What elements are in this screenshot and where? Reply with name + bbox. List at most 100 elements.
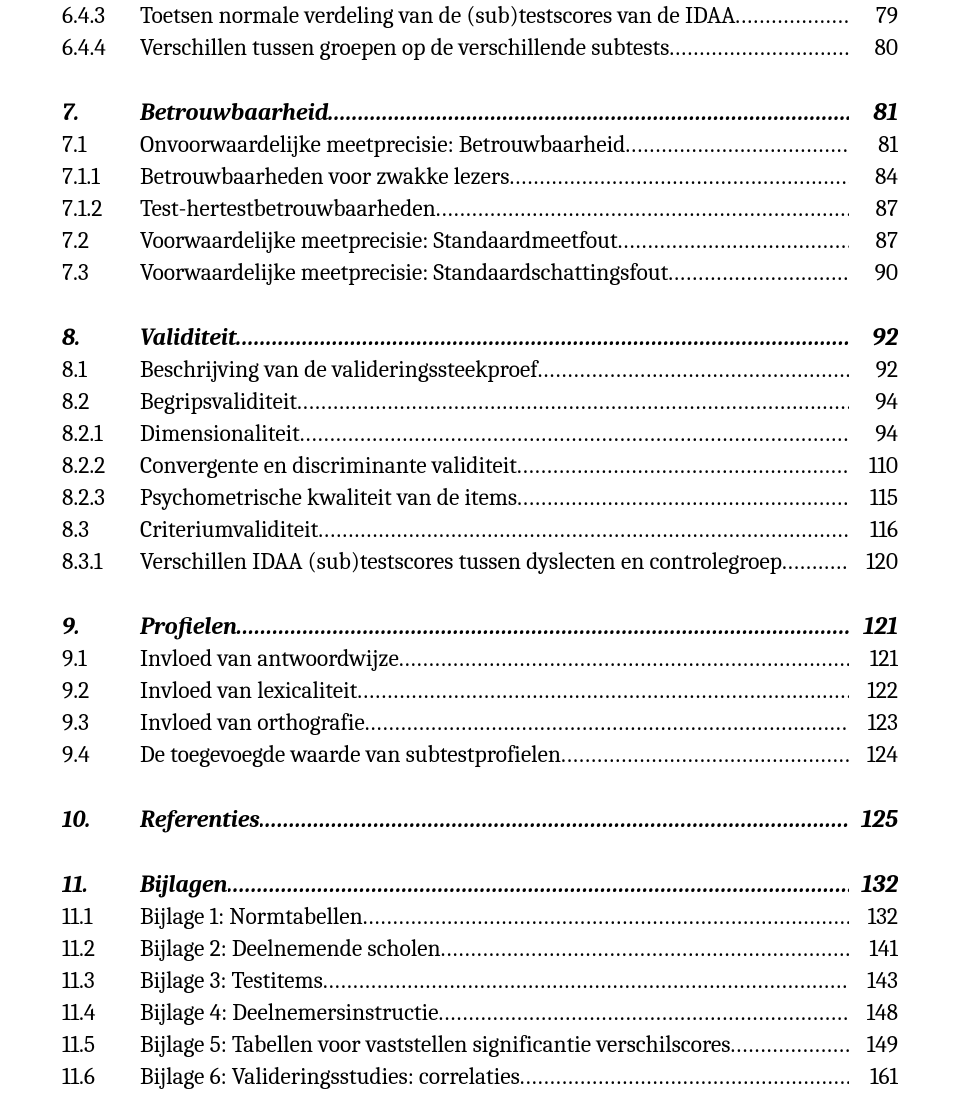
toc-spacer xyxy=(62,836,898,868)
toc-title: Psychometrische kwaliteit van de items xyxy=(140,482,517,514)
toc-title: Beschrijving van de valideringssteekproe… xyxy=(140,354,538,386)
toc-title: Convergente en discriminante validiteit xyxy=(140,450,517,482)
toc-page-number: 121 xyxy=(849,643,898,675)
toc-row: 7.2Voorwaardelijke meetprecisie: Standaa… xyxy=(62,225,898,257)
toc-page-number: 141 xyxy=(849,933,898,965)
toc-leader-dots xyxy=(260,803,849,835)
toc-number: 11.5 xyxy=(62,1029,140,1061)
toc-leader-dots xyxy=(517,450,849,482)
toc-number: 8.2.3 xyxy=(62,482,140,514)
toc-row: 7.1.2Test-hertestbetrouwbaarheden 87 xyxy=(62,193,898,225)
toc-heading-row: 10.Referenties125 xyxy=(62,803,898,836)
toc-leader-dots xyxy=(436,193,849,225)
toc-title: Betrouwbaarheden voor zwakke lezers xyxy=(140,161,509,193)
toc-spacer xyxy=(62,578,898,610)
toc-title: Invloed van lexicaliteit xyxy=(140,675,357,707)
toc-page-number: 148 xyxy=(849,997,898,1029)
toc-spacer xyxy=(62,64,898,96)
toc-number: 11.4 xyxy=(62,997,140,1029)
toc-title: Bijlage 2: Deelnemende scholen xyxy=(140,933,441,965)
toc-row: 8.2.3Psychometrische kwaliteit van de it… xyxy=(62,482,898,514)
toc-leader-dots xyxy=(439,997,849,1029)
toc-page-number: 81 xyxy=(849,129,898,161)
toc-page-number: 79 xyxy=(849,0,898,32)
toc-page-number: 132 xyxy=(849,869,898,901)
toc-leader-dots xyxy=(441,933,849,965)
toc-title: Begripsvaliditeit xyxy=(140,386,297,418)
toc-leader-dots xyxy=(228,868,849,900)
toc-leader-dots xyxy=(625,129,849,161)
toc-page-number: 87 xyxy=(849,193,898,225)
toc-title: Onvoorwaardelijke meetprecisie: Betrouwb… xyxy=(140,129,625,161)
toc-leader-dots xyxy=(561,739,849,771)
toc-title: Bijlage 1: Normtabellen xyxy=(140,901,363,933)
toc-row: 7.1Onvoorwaardelijke meetprecisie: Betro… xyxy=(62,129,898,161)
toc-leader-dots xyxy=(520,1061,849,1093)
toc-title: Bijlage 5: Tabellen voor vaststellen sig… xyxy=(140,1029,730,1061)
toc-leader-dots xyxy=(618,225,849,257)
toc-number: 8.2.1 xyxy=(62,418,140,450)
toc-page-number: 161 xyxy=(849,1061,898,1093)
toc-heading-row: 8.Validiteit92 xyxy=(62,321,898,354)
toc-title: Test-hertestbetrouwbaarheden xyxy=(140,193,436,225)
toc-page-number: 116 xyxy=(849,514,898,546)
toc-heading-row: 7.Betrouwbaarheid81 xyxy=(62,96,898,129)
toc-row: 7.1.1Betrouwbaarheden voor zwakke lezers… xyxy=(62,161,898,193)
toc-row: 11.4Bijlage 4: Deelnemersinstructie148 xyxy=(62,997,898,1029)
toc-page-number: 84 xyxy=(849,161,898,193)
toc-leader-dots xyxy=(517,482,849,514)
toc-number: 7.1.1 xyxy=(62,161,140,193)
toc-number: 11.2 xyxy=(62,933,140,965)
toc-title: Bijlagen xyxy=(140,868,228,900)
toc-title: Dimensionaliteit xyxy=(140,418,300,450)
toc-row: 11.6Bijlage 6: Valideringsstudies: corre… xyxy=(62,1061,898,1093)
toc-number: 8.2 xyxy=(62,386,140,418)
toc-number: 7.2 xyxy=(62,225,140,257)
toc-leader-dots xyxy=(363,901,849,933)
toc-leader-dots xyxy=(300,418,849,450)
toc-row: 8.2.2Convergente en discriminante validi… xyxy=(62,450,898,482)
toc-row: 8.3.1Verschillen IDAA (sub)testscores tu… xyxy=(62,546,898,578)
toc-leader-dots xyxy=(730,1029,849,1061)
toc-page-number: 81 xyxy=(849,97,898,129)
toc-number: 9.4 xyxy=(62,739,140,771)
toc-heading-row: 11.Bijlagen 132 xyxy=(62,868,898,901)
toc-number: 11. xyxy=(62,868,140,900)
toc-number: 7. xyxy=(62,96,140,128)
toc-title: Voorwaardelijke meetprecisie: Standaards… xyxy=(140,257,668,289)
toc-number: 8.3.1 xyxy=(62,546,140,578)
toc-title: Referenties xyxy=(140,803,260,835)
toc-row: 8.2.1Dimensionaliteit 94 xyxy=(62,418,898,450)
toc-leader-dots xyxy=(328,96,849,128)
toc-row: 11.1Bijlage 1: Normtabellen132 xyxy=(62,901,898,933)
toc-number: 7.1.2 xyxy=(62,193,140,225)
toc-row: 9.1Invloed van antwoordwijze 121 xyxy=(62,643,898,675)
toc-page: 6.4.3Toetsen normale verdeling van de (s… xyxy=(0,0,960,1117)
toc-number: 6.4.4 xyxy=(62,32,140,64)
toc-title: De toegevoegde waarde van subtestprofiel… xyxy=(140,739,561,771)
toc-row: 11.5Bijlage 5: Tabellen voor vaststellen… xyxy=(62,1029,898,1061)
toc-page-number: 80 xyxy=(849,32,898,64)
toc-row: 9.4De toegevoegde waarde van subtestprof… xyxy=(62,739,898,771)
toc-page-number: 92 xyxy=(849,322,898,354)
toc-title: Invloed van antwoordwijze xyxy=(140,643,399,675)
toc-page-number: 87 xyxy=(849,225,898,257)
toc-heading-row: 9.Profielen121 xyxy=(62,610,898,643)
toc-page-number: 94 xyxy=(849,418,898,450)
toc-number: 11.6 xyxy=(62,1061,140,1093)
toc-number: 9.2 xyxy=(62,675,140,707)
toc-row: 8.2Begripsvaliditeit94 xyxy=(62,386,898,418)
toc-number: 9.1 xyxy=(62,643,140,675)
toc-number: 9. xyxy=(62,610,140,642)
toc-title: Verschillen tussen groepen op de verschi… xyxy=(140,32,669,64)
toc-spacer xyxy=(62,289,898,321)
toc-number: 8.2.2 xyxy=(62,450,140,482)
toc-page-number: 123 xyxy=(849,707,898,739)
toc-row: 8.3Criteriumvaliditeit116 xyxy=(62,514,898,546)
toc-page-number: 143 xyxy=(849,965,898,997)
toc-number: 8.3 xyxy=(62,514,140,546)
toc-row: 9.2Invloed van lexicaliteit122 xyxy=(62,675,898,707)
toc-title: Bijlage 6: Valideringsstudies: correlati… xyxy=(140,1061,520,1093)
toc-number: 7.1 xyxy=(62,129,140,161)
toc-number: 9.3 xyxy=(62,707,140,739)
